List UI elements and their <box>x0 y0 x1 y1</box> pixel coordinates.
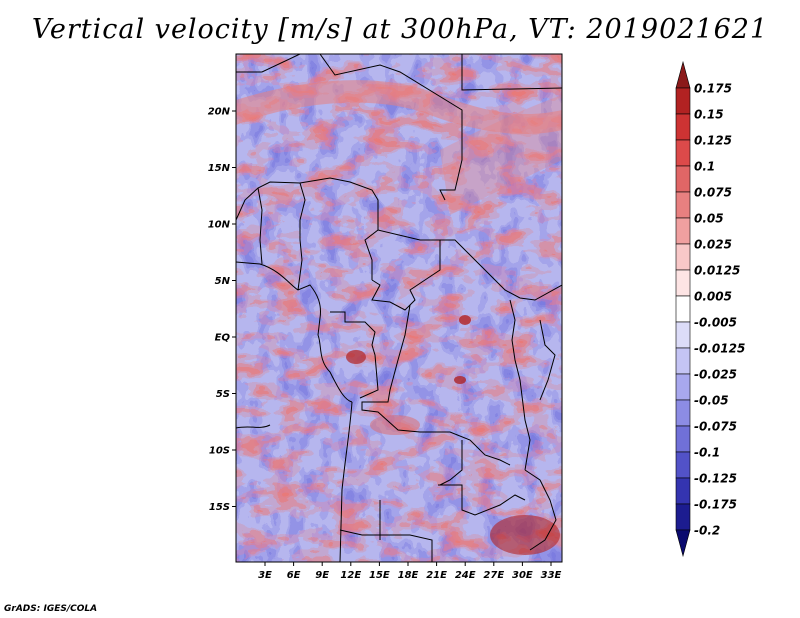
colorbar-swatch <box>675 503 691 531</box>
colorbar-label: 0.1 <box>694 160 715 174</box>
lat-tick-label: 15S <box>209 502 230 513</box>
longitude-axis: 3E 6E 9E 12E 15E 18E 21E 24E 27E 30E 33E <box>258 562 562 581</box>
colorbar-label: 0.025 <box>694 238 732 252</box>
colorbar-swatch <box>675 113 691 141</box>
colorbar-swatch <box>675 139 691 167</box>
colorbar-label: -0.175 <box>694 498 737 512</box>
lon-tick-label: 12E <box>340 570 361 581</box>
lat-tick-label: 10N <box>208 220 231 231</box>
colorbar-label: 0.05 <box>694 212 724 226</box>
colorbar-swatch <box>675 243 691 271</box>
colorbar-swatch <box>675 87 691 115</box>
colorbar-label: 0.15 <box>694 108 724 122</box>
colorbar-swatch <box>675 373 691 401</box>
colorbar-swatch <box>675 295 691 323</box>
red-patch-center <box>459 315 471 325</box>
lon-tick-label: 18E <box>398 570 419 581</box>
red-band-north <box>236 80 562 135</box>
colorbar-swatch <box>675 399 691 427</box>
colorbar-label: 0.175 <box>694 82 732 96</box>
colorbar-label: 0.125 <box>694 134 732 148</box>
colorbar-swatch <box>675 191 691 219</box>
colorbar-label: 0.005 <box>694 290 732 304</box>
colorbar: 0.175 0.15 0.125 0.1 0.075 0.05 0.025 0.0125 0.0… <box>675 60 745 558</box>
colorbar-label: -0.075 <box>694 420 737 434</box>
lat-tick-label: 20N <box>208 107 231 118</box>
colorbar-label: -0.0125 <box>694 342 745 356</box>
lat-tick-label: 10S <box>209 446 230 457</box>
lat-tick-label: 15N <box>208 163 231 174</box>
colorbar-swatch <box>675 451 691 479</box>
colorbar-label: -0.025 <box>694 368 737 382</box>
colorbar-label: 0.075 <box>694 186 732 200</box>
map-frame <box>235 53 563 563</box>
colorbar-label: -0.005 <box>694 316 737 330</box>
colorbar-label: -0.1 <box>694 446 720 460</box>
lon-tick-label: 21E <box>426 570 447 581</box>
latitude-axis: 20N 15N 10N 5N EQ 5S 10S 15S <box>208 107 236 513</box>
colorbar-label: -0.2 <box>694 524 720 538</box>
colorbar-label: -0.05 <box>694 394 729 408</box>
red-patch-congo <box>346 350 366 364</box>
colorbar-swatch <box>675 269 691 297</box>
colorbar-swatch <box>675 165 691 193</box>
colorbar-label: 0.0125 <box>694 264 740 278</box>
colorbar-swatch <box>675 477 691 505</box>
lon-tick-label: 33E <box>541 570 562 581</box>
lon-tick-label: 27E <box>483 570 504 581</box>
lon-tick-label: 6E <box>287 570 301 581</box>
velocity-field-pattern <box>236 54 562 562</box>
red-patch-south <box>370 415 420 435</box>
colorbar-swatch <box>675 425 691 453</box>
lon-tick-label: 9E <box>315 570 329 581</box>
red-patch-east <box>454 376 466 384</box>
lon-tick-label: 24E <box>455 570 476 581</box>
colorbar-swatch <box>675 60 691 89</box>
colorbar-label: -0.125 <box>694 472 737 486</box>
red-streaks-northeast <box>440 95 562 215</box>
lat-tick-label: 5S <box>216 389 230 400</box>
colorbar-swatch <box>675 217 691 245</box>
lon-tick-label: 30E <box>512 570 533 581</box>
colorbar-swatch <box>675 347 691 375</box>
grads-credit: GrADS: IGES/COLA <box>4 604 98 614</box>
lon-tick-label: 3E <box>258 570 272 581</box>
colorbar-swatch <box>675 529 691 558</box>
lat-tick-label: EQ <box>215 333 231 344</box>
country-boundaries <box>236 54 562 562</box>
lon-tick-label: 15E <box>369 570 390 581</box>
chart-title: Vertical velocity [m/s] at 300hPa, VT: 2… <box>31 14 769 45</box>
colorbar-swatch <box>675 321 691 349</box>
red-patch-southeast <box>490 515 560 555</box>
lat-tick-label: 5N <box>215 276 231 287</box>
